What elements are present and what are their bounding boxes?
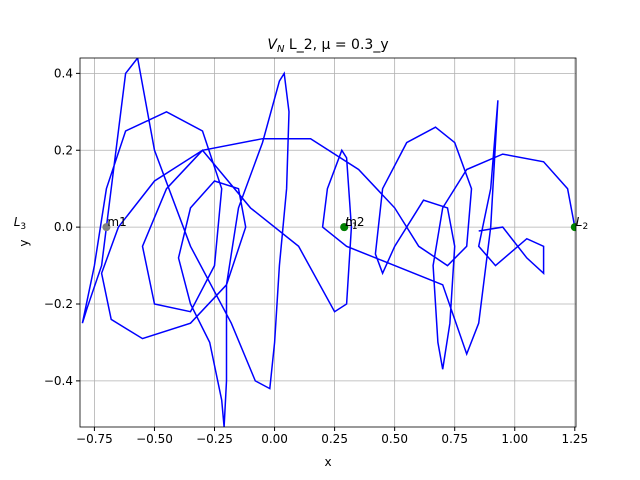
y-tick-label: 0.0 <box>54 220 73 234</box>
y-tick-label: −0.2 <box>44 297 73 311</box>
point-label-sub: 1 <box>352 222 358 232</box>
y-tick-label: 0.4 <box>54 66 73 80</box>
point-marker <box>340 223 349 232</box>
x-axis-label: x <box>324 455 331 469</box>
point-label-text: m2 <box>345 215 364 229</box>
y-tick-label: 0.2 <box>54 143 73 157</box>
y-axis-label: y <box>17 239 31 246</box>
x-tick-label: 0.25 <box>321 432 348 446</box>
point-label-text: L <box>345 215 352 229</box>
x-tick-label: −0.75 <box>76 432 113 446</box>
chart-title: VN L_2, μ = 0.3_y <box>267 37 388 55</box>
y-tick-label: −0.4 <box>44 374 73 388</box>
x-tick-label: 0.75 <box>441 432 468 446</box>
point-marker <box>570 223 576 232</box>
point-label: m1 <box>107 215 126 229</box>
point-label-sub: 3 <box>20 222 26 232</box>
x-tick-label: 1.00 <box>501 432 528 446</box>
x-tick-label: 0.00 <box>261 432 288 446</box>
x-tick-label: 1.25 <box>561 432 588 446</box>
point-label: L2 <box>576 215 588 232</box>
point-label-text: m1 <box>107 215 126 229</box>
point-label-text: L <box>14 215 21 229</box>
axes-frame <box>79 57 577 428</box>
point-label: L1 <box>345 215 357 232</box>
point-marker <box>102 223 111 232</box>
trajectory-line <box>81 58 576 427</box>
point-label-sub: 2 <box>582 222 588 232</box>
x-tick-label: −0.50 <box>136 432 173 446</box>
x-tick-label: 0.50 <box>381 432 408 446</box>
point-label-text: L <box>576 215 583 229</box>
x-tick-label: −0.25 <box>196 432 233 446</box>
point-label: m2 <box>345 215 364 229</box>
point-label: L3 <box>14 215 26 232</box>
